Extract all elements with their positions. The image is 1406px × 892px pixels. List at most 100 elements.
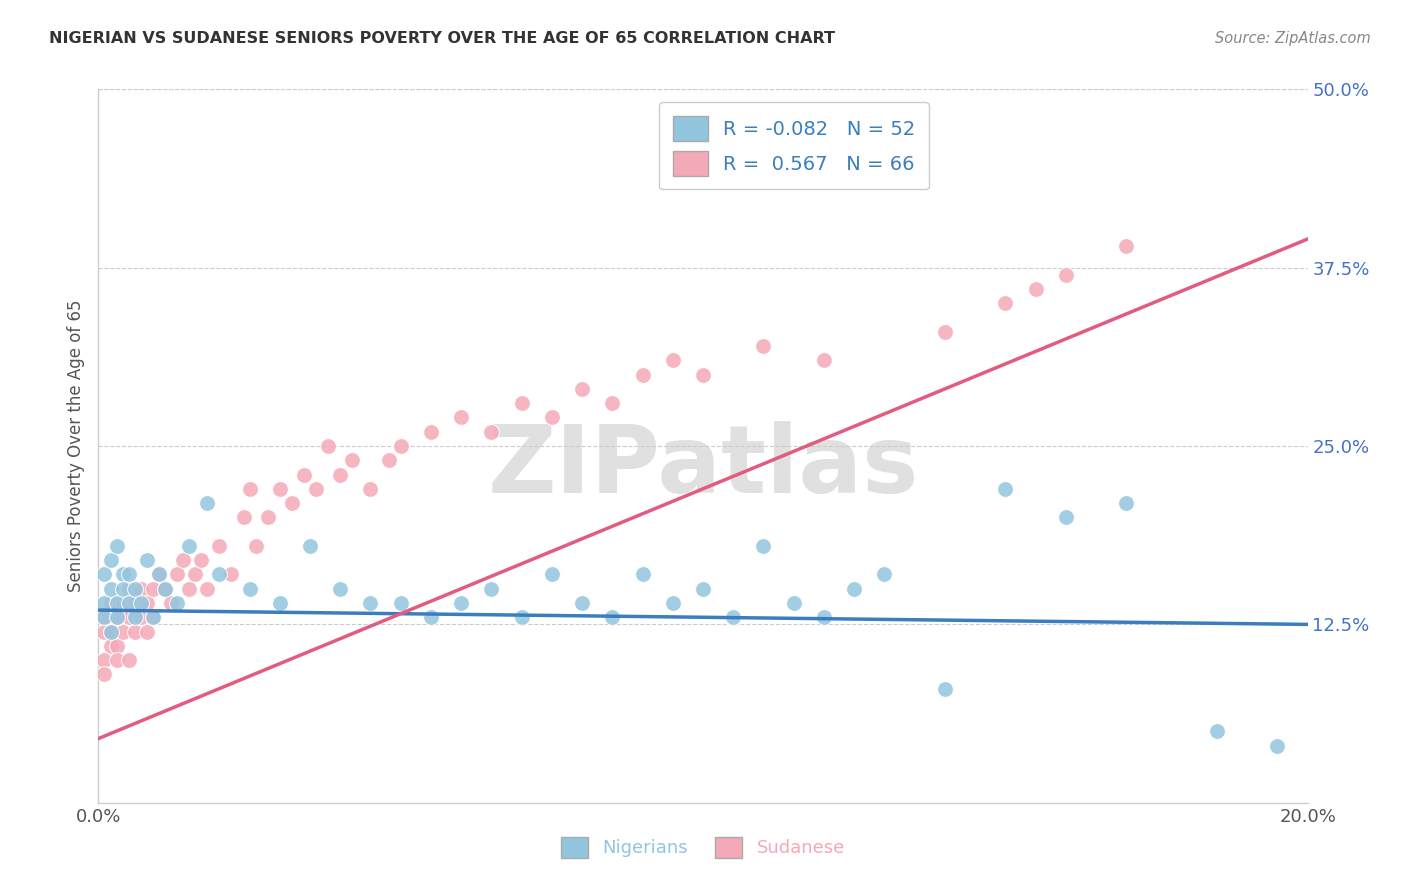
Point xyxy=(1024,282,1046,296)
Point xyxy=(934,325,956,339)
Point xyxy=(571,596,593,610)
Point xyxy=(118,567,141,582)
Point xyxy=(93,667,115,681)
Point xyxy=(813,353,835,368)
Point xyxy=(269,482,291,496)
Point xyxy=(100,624,122,639)
Point xyxy=(661,596,683,610)
Point xyxy=(100,582,122,596)
Point xyxy=(602,396,624,410)
Point xyxy=(166,567,188,582)
Point xyxy=(100,553,122,567)
Text: Source: ZipAtlas.com: Source: ZipAtlas.com xyxy=(1215,31,1371,46)
Point xyxy=(135,624,157,639)
Point xyxy=(105,639,128,653)
Point xyxy=(1054,510,1077,524)
Point xyxy=(1206,724,1229,739)
Point xyxy=(184,567,207,582)
Point xyxy=(292,467,315,482)
Point xyxy=(124,610,146,624)
Point xyxy=(142,582,165,596)
Point xyxy=(450,410,472,425)
Point xyxy=(129,610,152,624)
Point xyxy=(631,567,654,582)
Point xyxy=(208,567,231,582)
Point xyxy=(389,596,412,610)
Point xyxy=(305,482,328,496)
Point xyxy=(481,582,503,596)
Point xyxy=(540,567,562,582)
Point xyxy=(420,425,443,439)
Point xyxy=(329,467,352,482)
Point xyxy=(783,596,806,610)
Text: ZIPatlas: ZIPatlas xyxy=(488,421,918,514)
Point xyxy=(692,368,714,382)
Point xyxy=(510,396,533,410)
Point xyxy=(994,482,1017,496)
Point xyxy=(844,582,866,596)
Point xyxy=(420,610,443,624)
Y-axis label: Seniors Poverty Over the Age of 65: Seniors Poverty Over the Age of 65 xyxy=(66,300,84,592)
Point xyxy=(111,582,134,596)
Point xyxy=(752,539,775,553)
Point xyxy=(994,296,1017,310)
Point xyxy=(100,596,122,610)
Point xyxy=(195,496,218,510)
Point xyxy=(142,610,165,624)
Point xyxy=(142,610,165,624)
Point xyxy=(118,610,141,624)
Point xyxy=(153,582,176,596)
Point xyxy=(111,567,134,582)
Point xyxy=(93,610,115,624)
Point xyxy=(124,596,146,610)
Point xyxy=(148,567,170,582)
Point xyxy=(100,624,122,639)
Point xyxy=(172,553,194,567)
Point xyxy=(873,168,896,182)
Point xyxy=(160,596,183,610)
Point xyxy=(1115,496,1137,510)
Point xyxy=(692,582,714,596)
Point xyxy=(481,425,503,439)
Point xyxy=(342,453,364,467)
Point xyxy=(111,596,134,610)
Point xyxy=(93,624,115,639)
Point xyxy=(111,624,134,639)
Point xyxy=(232,510,254,524)
Point xyxy=(245,539,267,553)
Point xyxy=(1267,739,1289,753)
Point xyxy=(93,610,115,624)
Point xyxy=(661,353,683,368)
Point xyxy=(124,624,146,639)
Point xyxy=(316,439,339,453)
Point xyxy=(179,582,201,596)
Point xyxy=(329,582,352,596)
Point xyxy=(105,610,128,624)
Point xyxy=(93,596,115,610)
Point xyxy=(752,339,775,353)
Point xyxy=(118,653,141,667)
Point xyxy=(631,368,654,382)
Point xyxy=(389,439,412,453)
Point xyxy=(105,596,128,610)
Point xyxy=(256,510,278,524)
Point xyxy=(135,553,157,567)
Point xyxy=(129,582,152,596)
Point xyxy=(723,610,745,624)
Point xyxy=(166,596,188,610)
Point xyxy=(1115,239,1137,253)
Point xyxy=(571,382,593,396)
Point xyxy=(813,610,835,624)
Point xyxy=(239,582,262,596)
Point xyxy=(873,567,896,582)
Point xyxy=(124,582,146,596)
Text: NIGERIAN VS SUDANESE SENIORS POVERTY OVER THE AGE OF 65 CORRELATION CHART: NIGERIAN VS SUDANESE SENIORS POVERTY OVE… xyxy=(49,31,835,46)
Point xyxy=(93,653,115,667)
Point xyxy=(450,596,472,610)
Point xyxy=(93,567,115,582)
Point xyxy=(269,596,291,610)
Point xyxy=(105,653,128,667)
Legend: Nigerians, Sudanese: Nigerians, Sudanese xyxy=(554,830,852,865)
Point xyxy=(377,453,399,467)
Point xyxy=(148,567,170,582)
